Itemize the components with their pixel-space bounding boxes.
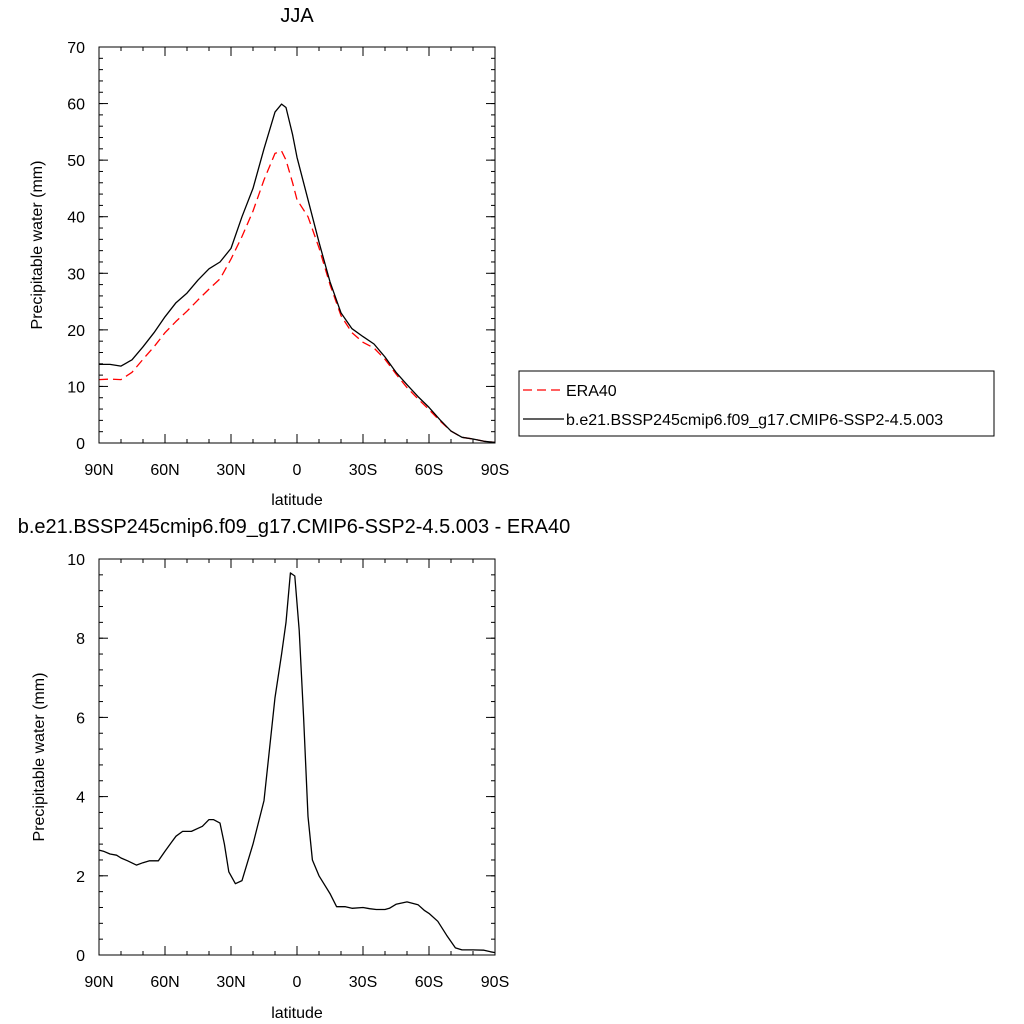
top-plot-y-ticks: 0 10 20 30 40 50 60 70 [67,40,495,453]
bottom-plot-x-tick-label: 0 [293,974,302,991]
bottom-plot-y-axis-label: Precipitable water (mm) [31,673,48,842]
bottom-plot-frame [98,558,496,956]
bottom-plot: b.e21.BSSP245cmip6.f09_g17.CMIP6-SSP2-4.… [18,516,571,1022]
bottom-plot-y-tick-label: 6 [76,710,85,727]
top-plot-x-tick-label: 0 [293,462,302,479]
bottom-plot-series-line-model [98,572,496,954]
top-plot-y-axis-label: Precipitable water (mm) [29,161,46,330]
top-plot-x-tick-label: 90N [84,462,113,479]
top-plot-series-line-era40 [98,150,496,444]
top-plot-x-ticks: 90N 60N 30N 0 30S 60S 90S [84,47,509,479]
bottom-plot-x-tick-label: 90S [481,974,509,991]
bottom-plot-x-tick-label: 30S [349,974,377,991]
top-plot-y-tick-label: 10 [67,379,85,396]
top-plot-y-tick-label: 30 [67,266,85,283]
top-plot-y-tick-label: 40 [67,210,85,227]
top-plot-series [98,103,496,444]
bottom-plot-y-tick-label: 10 [67,552,85,569]
legend-era40-label: ERA40 [566,383,617,400]
bottom-plot-series [98,572,496,954]
bottom-plot-x-axis-label: latitude [271,1005,323,1022]
top-plot-x-tick-label: 60S [415,462,443,479]
bottom-plot-y-tick-label: 2 [76,869,85,886]
bottom-plot-x-tick-label: 90N [84,974,113,991]
top-plot-x-axis-label: latitude [271,492,323,509]
bottom-plot-x-tick-label: 30N [216,974,245,991]
top-plot-y-tick-label: 50 [67,153,85,170]
bottom-plot-x-tick-label: 60S [415,974,443,991]
top-plot-y-tick-label: 20 [67,323,85,340]
top-plot-y-tick-label: 60 [67,97,85,114]
legend: ERA40 b.e21.BSSP245cmip6.f09_g17.CMIP6-S… [518,370,995,437]
top-plot-x-tick-label: 60N [150,462,179,479]
legend-box [518,370,995,437]
top-plot-series-line-model [99,103,496,444]
bottom-plot-x-tick-label: 60N [150,974,179,991]
bottom-plot-title: b.e21.BSSP245cmip6.f09_g17.CMIP6-SSP2-4.… [18,516,571,538]
bottom-plot-y-ticks: 0 2 4 6 8 10 [67,552,495,965]
bottom-plot-y-tick-label: 0 [76,948,85,965]
top-plot-x-tick-label: 90S [481,462,509,479]
bottom-plot-y-tick-label: 8 [76,631,85,648]
legend-model-label: b.e21.BSSP245cmip6.f09_g17.CMIP6-SSP2-4.… [566,412,943,429]
top-plot-title: JJA [280,5,314,27]
bottom-plot-y-tick-label: 4 [76,790,85,807]
bottom-plot-x-ticks: 90N 60N 30N 0 30S 60S 90S [84,559,509,991]
top-plot-y-tick-label: 70 [67,40,85,57]
top-plot-frame [98,46,496,444]
top-plot-x-tick-label: 30S [349,462,377,479]
top-plot-y-tick-label: 0 [76,436,85,453]
top-plot-x-tick-label: 30N [216,462,245,479]
